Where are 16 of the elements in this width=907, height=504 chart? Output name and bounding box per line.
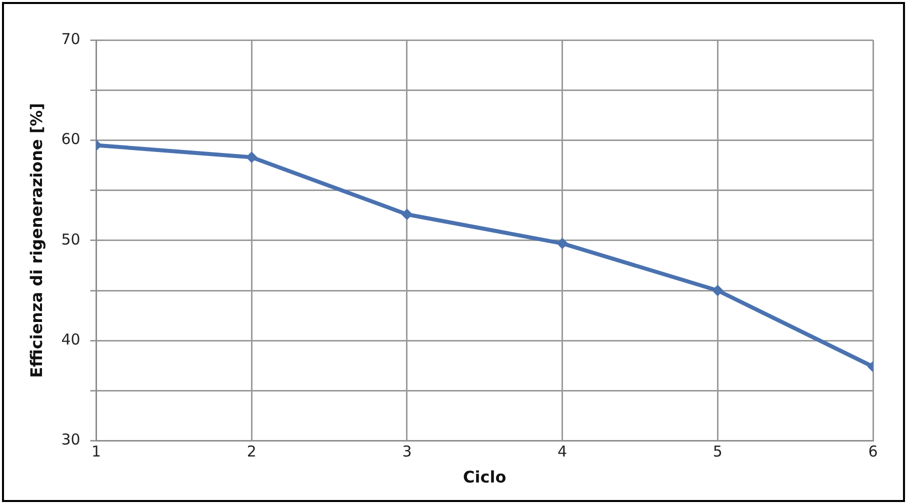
y-tick-label: 60	[61, 130, 80, 148]
x-tick-label: 1	[92, 442, 102, 461]
x-tick-label: 5	[712, 442, 722, 461]
y-tick-label: 30	[61, 430, 80, 449]
y-tick-label: 40	[61, 330, 80, 348]
x-tick-label: 3	[402, 442, 412, 461]
y-tick-label: 50	[61, 230, 80, 248]
y-tick-label: 70	[61, 30, 80, 48]
x-tick-label: 4	[558, 442, 568, 461]
x-tick-label: 2	[246, 442, 256, 461]
point	[401, 208, 412, 220]
point	[556, 238, 568, 249]
x-axis-title: Ciclo	[463, 468, 506, 487]
point	[246, 152, 258, 163]
y-axis-title: Efficienza di rigenerazione [%]	[26, 102, 46, 378]
x-tick-label: 6	[868, 442, 878, 461]
